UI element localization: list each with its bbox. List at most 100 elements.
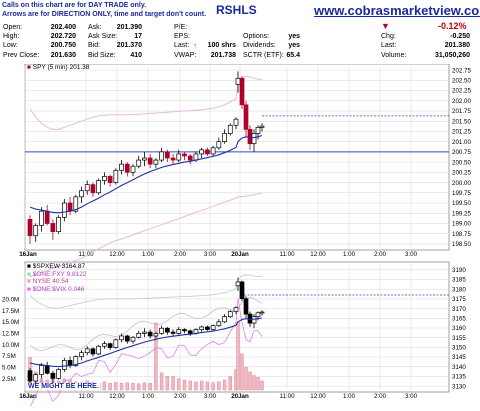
fxy-legend-text: $ONE:FXY 9.8122 xyxy=(32,270,87,278)
x-tick-label: 2:00 xyxy=(374,251,387,258)
x-tick-label: 20Jan xyxy=(231,393,249,400)
volume-bar xyxy=(102,381,107,391)
volume-bar xyxy=(217,381,221,391)
bid-label: Bid: xyxy=(88,42,101,49)
volume-bar xyxy=(182,379,187,391)
y-tick-label: 3155 xyxy=(452,335,466,342)
volume-value: 31,050,260 xyxy=(434,52,470,59)
down-triangle-icon: ▼ xyxy=(381,21,390,31)
notice-line-1: Calls on this chart are for DAY TRADE on… xyxy=(2,2,147,9)
candle-body xyxy=(205,326,210,330)
open-label: Open: xyxy=(3,24,23,31)
x-tick-label: 16Jan xyxy=(19,393,37,400)
candle-body xyxy=(50,372,56,379)
bid-value: 201.370 xyxy=(116,42,142,49)
y-tick-label: 3130 xyxy=(452,383,466,390)
volume-bar xyxy=(131,383,135,391)
low-label: Low: xyxy=(3,42,18,49)
volume-bar xyxy=(199,380,204,391)
upper-band-line xyxy=(29,75,263,130)
volume-tick-label: 17.5M xyxy=(2,308,19,315)
candle-body xyxy=(61,360,67,370)
candle-body xyxy=(205,149,210,155)
y-tick-label: 3170 xyxy=(452,306,466,313)
vwap-value: 201.738 xyxy=(210,52,236,59)
volume-tick-label: 15.0M xyxy=(2,319,19,326)
y-tick-label: 3175 xyxy=(452,296,466,303)
candle-body xyxy=(142,157,147,161)
candle-body xyxy=(187,330,193,334)
x-tick-label: 1:00 xyxy=(142,393,155,400)
candle-body xyxy=(239,281,245,300)
x-tick-label: 12:00 xyxy=(310,251,326,258)
candle-body xyxy=(130,165,136,173)
candle-body xyxy=(44,210,50,224)
candle-body xyxy=(27,219,33,237)
sctr-label: SCTR (ETF): xyxy=(243,52,284,59)
candle-body xyxy=(147,331,153,337)
legend-swatch-icon: ■ xyxy=(27,64,31,71)
last-size-value: 100 shrs xyxy=(207,42,236,49)
candle-body xyxy=(44,365,50,374)
up-arrow-icon: ↑ xyxy=(193,41,197,50)
candle-body xyxy=(176,153,182,161)
vix-ratio-line xyxy=(29,298,263,408)
last-size-label: Last: xyxy=(174,42,190,49)
candle-body xyxy=(233,307,239,312)
candle-body xyxy=(259,311,265,314)
x-tick-label: 2:00 xyxy=(374,393,387,400)
volume-bar xyxy=(154,322,158,391)
volume-tick-label: 5.0M xyxy=(2,365,16,372)
x-tick-label: 1:00 xyxy=(142,251,155,258)
ask-label: Ask: xyxy=(88,24,102,31)
candle-body xyxy=(102,343,107,347)
volume-bar xyxy=(177,378,181,391)
y-tick-label: 3145 xyxy=(452,354,466,361)
candle-body xyxy=(210,147,216,155)
candle-body xyxy=(130,336,136,342)
volume-bar xyxy=(159,372,164,391)
candle-body xyxy=(136,159,142,167)
candle-body xyxy=(239,77,245,106)
volume-bar xyxy=(188,380,192,391)
y-tick-label: 201.00 xyxy=(452,139,471,146)
y-tick-label: 202.00 xyxy=(452,98,471,105)
candle-body xyxy=(251,316,257,324)
ask-value: 201.390 xyxy=(116,24,142,31)
candle-body xyxy=(124,163,130,173)
candle-body xyxy=(96,180,102,194)
lower-legend: ■ $SPXEW 3164.87 ■ $ONE:FXY 9.8122 ■ NYS… xyxy=(27,263,86,293)
candle-body xyxy=(187,155,193,161)
y-tick-label: 3190 xyxy=(452,267,466,274)
y-tick-label: 3135 xyxy=(452,374,466,381)
legend-swatch-icon: ■ xyxy=(27,263,31,270)
y-tick-label: 202.25 xyxy=(452,88,471,95)
prev-close-label: Prev Close: xyxy=(3,52,40,59)
candle-body xyxy=(73,196,79,212)
volume-tick-label: 20.0M xyxy=(2,297,19,304)
candle-body xyxy=(90,348,96,355)
candle-body xyxy=(113,169,119,183)
candle-body xyxy=(61,202,67,218)
website-link[interactable]: www.cobrasmarketview.com xyxy=(314,3,480,18)
legend-swatch-icon: ■ xyxy=(27,278,31,285)
x-tick-label: 20Jan xyxy=(231,251,249,258)
x-tick-label: 2:00 xyxy=(174,251,187,258)
candle-body xyxy=(56,216,61,232)
pct-change-value: -0.12% xyxy=(438,21,467,31)
x-tick-label: 11:00 xyxy=(78,251,94,258)
candle-body xyxy=(33,225,39,237)
candle-body xyxy=(164,327,170,333)
annotation-text: WE MIGHT BE HERE. xyxy=(27,383,100,390)
x-tick-label: 3:00 xyxy=(405,393,418,400)
candle-body xyxy=(142,331,147,334)
candle-body xyxy=(119,335,124,341)
volume-bar xyxy=(165,376,170,391)
volume-bar xyxy=(260,380,264,391)
y-tick-label: 202.75 xyxy=(452,67,471,74)
y-tick-label: 200.25 xyxy=(452,170,471,177)
quote-header: Calls on this chart are for DAY TRADE on… xyxy=(0,0,480,64)
y-tick-label: 199.25 xyxy=(452,210,471,217)
y-tick-label: 199.75 xyxy=(452,190,471,197)
